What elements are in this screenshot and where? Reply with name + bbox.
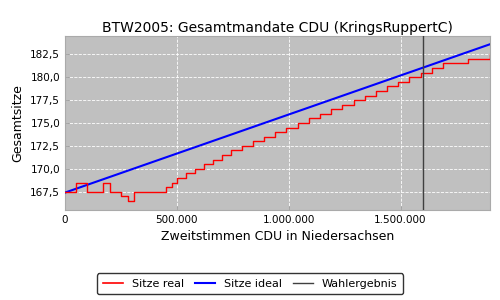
Legend: Sitze real, Sitze ideal, Wahlergebnis: Sitze real, Sitze ideal, Wahlergebnis bbox=[97, 273, 403, 294]
Y-axis label: Gesamtsitze: Gesamtsitze bbox=[12, 84, 24, 162]
X-axis label: Zweitstimmen CDU in Niedersachsen: Zweitstimmen CDU in Niedersachsen bbox=[161, 230, 394, 243]
Title: BTW2005: Gesamtmandate CDU (KringsRuppertC): BTW2005: Gesamtmandate CDU (KringsRupper… bbox=[102, 21, 453, 35]
